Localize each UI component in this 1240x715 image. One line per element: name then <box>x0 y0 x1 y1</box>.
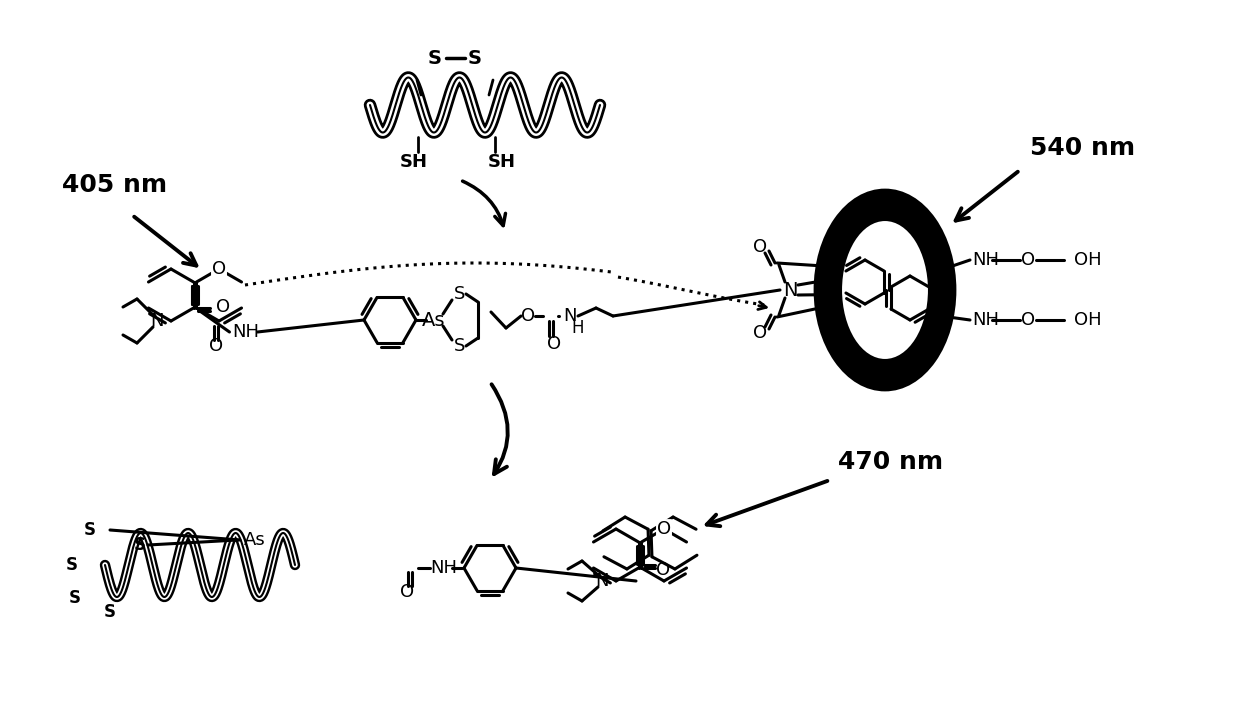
Text: As: As <box>244 531 265 549</box>
Text: O: O <box>656 561 671 579</box>
Text: S: S <box>66 556 78 574</box>
Text: O: O <box>401 583 414 601</box>
Text: S: S <box>467 49 482 67</box>
Text: O: O <box>217 298 231 316</box>
Text: SH: SH <box>489 153 516 171</box>
Text: NH: NH <box>972 311 999 329</box>
Text: O: O <box>210 337 223 355</box>
Text: OH: OH <box>1074 251 1101 269</box>
Text: 540 nm: 540 nm <box>1030 136 1135 160</box>
Text: S: S <box>428 49 441 67</box>
Text: O: O <box>753 324 768 342</box>
Text: S: S <box>454 285 466 303</box>
Text: N: N <box>563 307 577 325</box>
Text: NH: NH <box>430 559 458 577</box>
Text: O: O <box>1021 311 1035 329</box>
Text: As: As <box>423 310 445 330</box>
Text: O: O <box>1021 251 1035 269</box>
Text: N: N <box>150 312 164 330</box>
Text: NH: NH <box>972 251 999 269</box>
Text: 470 nm: 470 nm <box>838 450 944 474</box>
Text: O: O <box>521 307 536 325</box>
Text: OH: OH <box>1074 311 1101 329</box>
Ellipse shape <box>815 190 955 390</box>
Text: N: N <box>782 280 797 300</box>
Text: O: O <box>657 520 671 538</box>
Text: S: S <box>104 603 117 621</box>
Text: O: O <box>547 335 560 353</box>
Text: S: S <box>134 536 146 554</box>
Text: NH: NH <box>232 323 259 341</box>
Text: SH: SH <box>401 153 428 171</box>
Text: O: O <box>753 238 768 256</box>
Text: S: S <box>454 337 466 355</box>
Text: H: H <box>572 319 584 337</box>
Text: S: S <box>69 589 81 607</box>
Text: O: O <box>212 260 226 278</box>
Text: S: S <box>84 521 95 539</box>
Text: N: N <box>595 572 609 590</box>
Text: 405 nm: 405 nm <box>62 173 167 197</box>
Ellipse shape <box>841 220 929 360</box>
